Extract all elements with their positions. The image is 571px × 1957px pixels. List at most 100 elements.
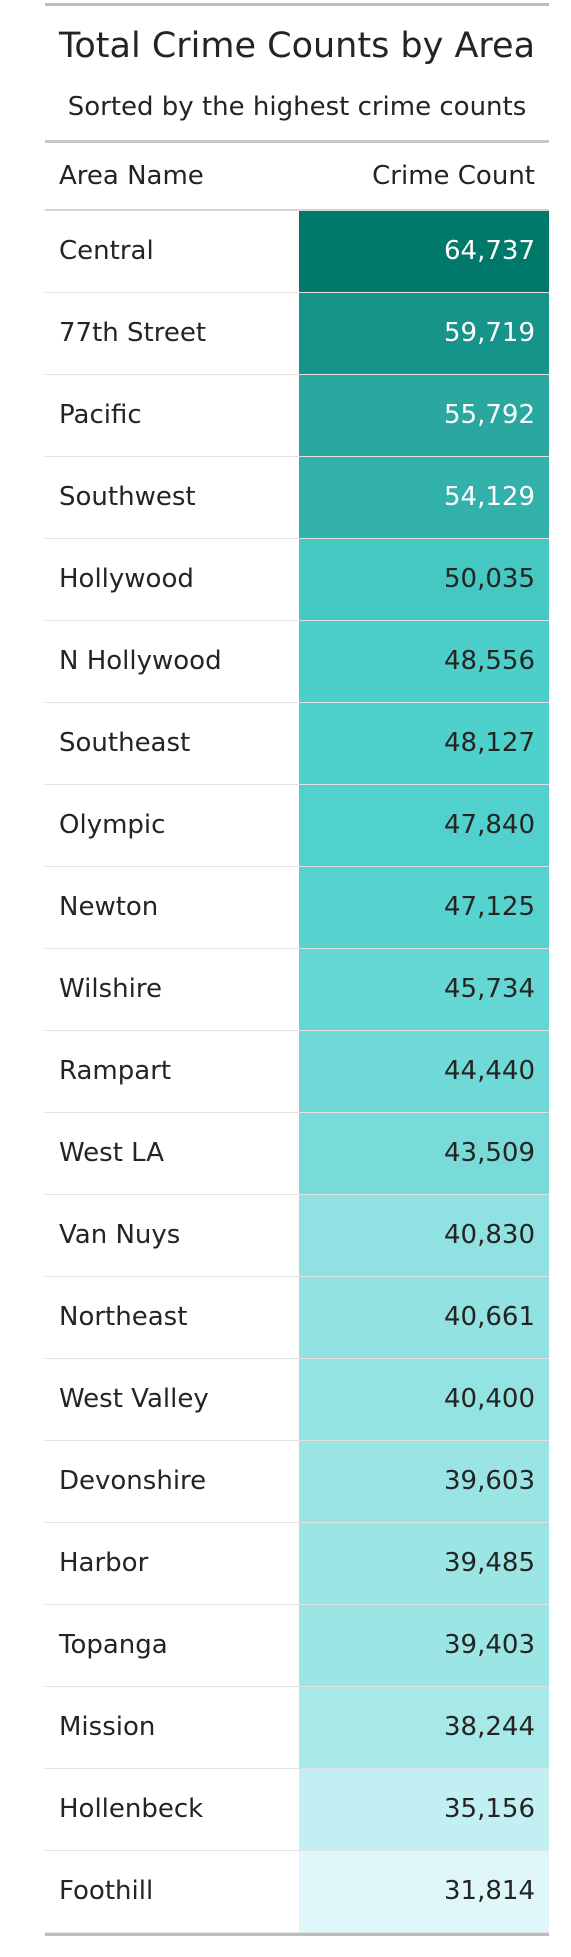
crime-count-cell: 40,830: [299, 1195, 549, 1277]
area-name-label: Newton: [59, 892, 159, 922]
area-name-label: Southwest: [59, 482, 196, 512]
area-name-cell: Van Nuys: [45, 1195, 299, 1277]
crime-count-value: 64,737: [444, 236, 535, 266]
area-name-cell: Wilshire: [45, 949, 299, 1031]
area-name-label: Mission: [59, 1712, 156, 1742]
bottom-divider: [45, 1933, 549, 1936]
crime-count-value: 39,603: [444, 1466, 535, 1496]
crime-count-cell: 45,734: [299, 949, 549, 1031]
table-row: Rampart 44,440: [45, 1031, 549, 1113]
table-row: Hollenbeck 35,156: [45, 1769, 549, 1851]
crime-count-cell: 54,129: [299, 457, 549, 539]
area-name-label: West Valley: [59, 1384, 209, 1414]
crime-count-cell: 50,035: [299, 539, 549, 621]
area-name-cell: Northeast: [45, 1277, 299, 1359]
area-name-cell: Olympic: [45, 785, 299, 867]
area-name-label: Northeast: [59, 1302, 188, 1332]
crime-count-value: 50,035: [444, 564, 535, 594]
crime-count-cell: 44,440: [299, 1031, 549, 1113]
table-row: Wilshire 45,734: [45, 949, 549, 1031]
table-header: Area Name Crime Count: [45, 143, 549, 209]
table-row: Harbor 39,485: [45, 1523, 549, 1605]
crime-count-cell: 40,661: [299, 1277, 549, 1359]
chart-subtitle: Sorted by the highest crime counts: [67, 92, 527, 122]
table-row: Topanga 39,403: [45, 1605, 549, 1687]
crime-count-value: 47,840: [444, 810, 535, 840]
crime-count-value: 40,661: [444, 1302, 535, 1332]
crime-count-value: 55,792: [444, 400, 535, 430]
crime-count-cell: 64,737: [299, 211, 549, 293]
area-name-cell: Southwest: [45, 457, 299, 539]
crime-count-value: 40,400: [444, 1384, 535, 1414]
area-name-cell: Southeast: [45, 703, 299, 785]
table-row: West Valley 40,400: [45, 1359, 549, 1441]
crime-count-value: 31,814: [444, 1876, 535, 1906]
header-bottom-divider: [45, 209, 549, 211]
area-name-label: Pacific: [59, 400, 142, 430]
chart-title: Total Crime Counts by Area: [58, 26, 536, 66]
area-name-label: Rampart: [59, 1056, 172, 1086]
crime-count-cell: 31,814: [299, 1851, 549, 1933]
crime-count-cell: 39,485: [299, 1523, 549, 1605]
crime-count-cell: 40,400: [299, 1359, 549, 1441]
area-name-label: Wilshire: [59, 974, 162, 1004]
table-row: Pacific 55,792: [45, 375, 549, 457]
crime-count-value: 47,125: [444, 892, 535, 922]
area-name-label: Van Nuys: [59, 1220, 181, 1250]
crime-count-value: 38,244: [444, 1712, 535, 1742]
crime-count-value: 54,129: [444, 482, 535, 512]
crime-count-cell: 48,127: [299, 703, 549, 785]
area-name-cell: Harbor: [45, 1523, 299, 1605]
crime-count-cell: 47,840: [299, 785, 549, 867]
area-name-label: West LA: [59, 1138, 165, 1168]
area-name-label: N Hollywood: [59, 646, 222, 676]
area-name-cell: Pacific: [45, 375, 299, 457]
crime-count-value: 39,485: [444, 1548, 535, 1578]
table-row: West LA 43,509: [45, 1113, 549, 1195]
area-name-cell: Rampart: [45, 1031, 299, 1113]
crime-count-cell: 39,403: [299, 1605, 549, 1687]
crime-count-cell: 48,556: [299, 621, 549, 703]
area-name-cell: Hollenbeck: [45, 1769, 299, 1851]
area-name-label: Central: [59, 236, 154, 266]
crime-count-value: 35,156: [444, 1794, 535, 1824]
table-row: Southwest 54,129: [45, 457, 549, 539]
area-name-label: Hollywood: [59, 564, 194, 594]
area-name-label: Hollenbeck: [59, 1794, 204, 1824]
crime-count-value: 40,830: [444, 1220, 535, 1250]
table-row: Newton 47,125: [45, 867, 549, 949]
column-header-area-name[interactable]: Area Name: [59, 161, 204, 191]
crime-count-cell: 55,792: [299, 375, 549, 457]
area-name-cell: N Hollywood: [45, 621, 299, 703]
column-header-crime-count[interactable]: Crime Count: [372, 161, 535, 191]
table-row: Van Nuys 40,830: [45, 1195, 549, 1277]
area-name-cell: Topanga: [45, 1605, 299, 1687]
area-name-cell: Hollywood: [45, 539, 299, 621]
table-row: Foothill 31,814: [45, 1851, 549, 1933]
table-row: Central 64,737: [45, 211, 549, 293]
crime-count-value: 45,734: [444, 974, 535, 1004]
crime-count-cell: 59,719: [299, 293, 549, 375]
area-name-cell: Mission: [45, 1687, 299, 1769]
area-name-cell: Central: [45, 211, 299, 293]
table-row: Devonshire 39,603: [45, 1441, 549, 1523]
area-name-cell: West LA: [45, 1113, 299, 1195]
table-row: Northeast 40,661: [45, 1277, 549, 1359]
crime-count-value: 48,127: [444, 728, 535, 758]
crime-count-cell: 47,125: [299, 867, 549, 949]
header-top-divider: [45, 140, 549, 143]
crime-count-value: 39,403: [444, 1630, 535, 1660]
table-row: Southeast 48,127: [45, 703, 549, 785]
crime-count-cell: 38,244: [299, 1687, 549, 1769]
table-body: Central 64,737 77th Street 59,719 Pacific 55,…: [45, 211, 549, 1933]
area-name-cell: Foothill: [45, 1851, 299, 1933]
area-name-label: Foothill: [59, 1876, 154, 1906]
crime-count-value: 44,440: [444, 1056, 535, 1086]
crime-table-visual: Total Crime Counts by Area Sorted by the…: [45, 0, 549, 1957]
area-name-cell: 77th Street: [45, 293, 299, 375]
area-name-label: Topanga: [59, 1630, 168, 1660]
table-row: Mission 38,244: [45, 1687, 549, 1769]
area-name-cell: Newton: [45, 867, 299, 949]
crime-count-value: 43,509: [444, 1138, 535, 1168]
table-row: 77th Street 59,719: [45, 293, 549, 375]
